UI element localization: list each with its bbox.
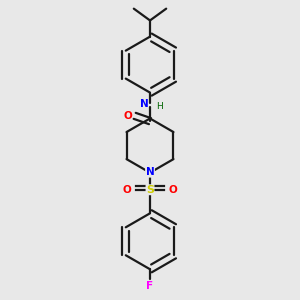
Text: O: O [124, 111, 132, 121]
Text: F: F [146, 281, 154, 291]
Text: O: O [169, 185, 178, 195]
Text: N: N [146, 167, 154, 177]
Text: H: H [156, 102, 163, 111]
Text: O: O [122, 185, 131, 195]
Text: S: S [146, 185, 154, 195]
Text: N: N [140, 99, 148, 109]
